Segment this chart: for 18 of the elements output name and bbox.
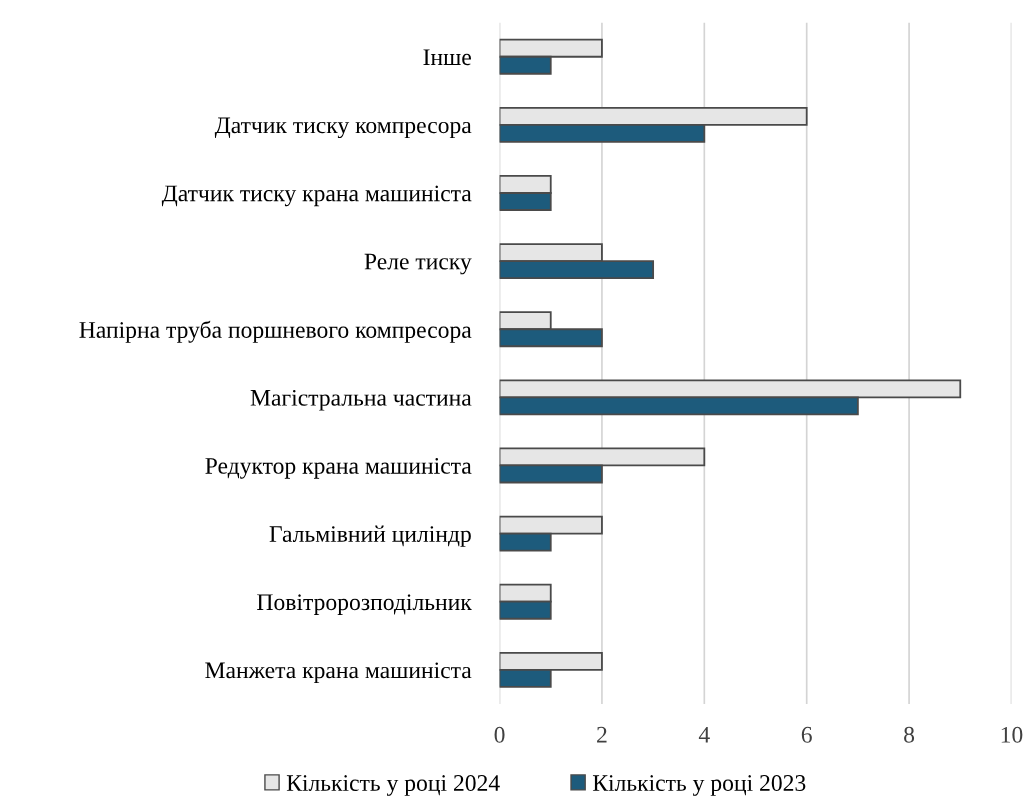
x-tick-label: 0 [494,726,505,743]
y-tick-label: Редуктор крана машиніста [205,457,472,479]
y-tick-label: Гальмівний циліндр [269,525,471,547]
x-tick-label: 6 [801,726,812,743]
y-tick-label: Реле тиску [364,253,472,275]
legend-label: Кількість у році 2023 [592,775,806,796]
legend-label: Кількість у році 2024 [286,775,500,796]
x-tick-label: 2 [597,726,607,743]
y-tick-label: Магістральна частина [250,389,472,411]
y-tick-label: Повітророзподільник [257,594,472,615]
x-tick-label: 10 [1001,726,1023,743]
y-tick-label: Манжета крана машиніста [205,662,472,684]
y-tick-label: Напірна труба поршневого компресора [79,320,472,343]
y-tick-label: Датчик тиску компресора [214,117,472,139]
y-tick-label: Датчик тиску крана машиніста [161,185,472,207]
x-tick-label: 4 [698,726,710,743]
y-tick-label: Інше [423,49,471,66]
x-tick-label: 8 [904,726,915,743]
